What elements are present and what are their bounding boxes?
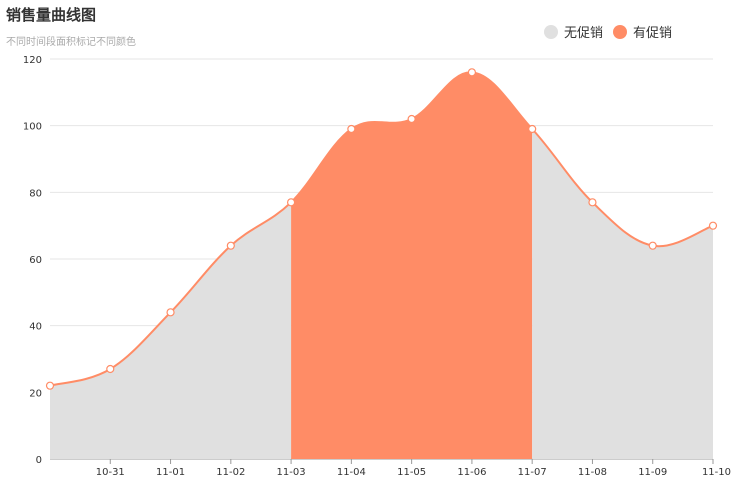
legend-swatch-no-promo [544,24,558,39]
data-point [286,198,296,207]
x-tick-label: 11-01 [156,467,185,478]
y-tick-label: 100 [23,122,42,133]
legend-item-promo[interactable]: 有促销 [613,22,672,41]
data-point [708,221,718,230]
legend-label-promo: 有促销 [633,26,673,41]
x-axis: 10-31 11-01 11-02 11-03 11-04 11-05 11-06 11-07… [96,459,731,478]
x-tick-label: 11-09 [638,467,667,478]
x-tick-label: 11-03 [277,467,306,478]
x-tick-label: 11-04 [337,467,366,478]
data-point [226,241,235,250]
legend-swatch-promo [613,24,628,39]
data-point [166,308,175,317]
legend-item-no-promo[interactable]: 无促销 [544,22,603,41]
area-region-0 [50,202,292,460]
legend: 无促销 有促销 [544,22,672,41]
x-tick-label: 11-05 [397,467,426,478]
data-point [407,114,416,124]
x-tick-label: 11-08 [578,467,607,478]
chart-subtitle: 不同时间段面积标记不同颜色 [6,37,136,48]
x-tick-label: 11-07 [518,467,547,478]
y-tick-label: 40 [29,322,42,333]
data-point [467,68,477,77]
y-tick-label: 80 [29,188,42,199]
data-points [45,68,718,390]
x-tick-label: 11-02 [216,467,245,478]
data-point [528,124,537,134]
area-region-2 [532,129,713,459]
area-regions [50,72,713,460]
legend-label-no-promo: 无促销 [564,26,604,41]
data-point [45,381,55,390]
y-tick-label: 0 [36,455,42,466]
y-tick-label: 20 [29,388,42,399]
data-point [347,124,356,134]
data-point [648,241,657,250]
area-region-1 [291,72,533,460]
data-point [106,364,115,374]
y-tick-label: 120 [23,55,42,66]
y-tick-label: 60 [29,255,42,266]
chart-title: 销售量曲线图 [6,6,97,24]
x-tick-label: 11-06 [457,467,486,478]
y-axis: 0 20 40 60 80 100 120 [23,55,42,466]
x-tick-label: 11-10 [702,467,731,478]
x-tick-label: 10-31 [96,467,125,478]
data-point [588,198,597,207]
